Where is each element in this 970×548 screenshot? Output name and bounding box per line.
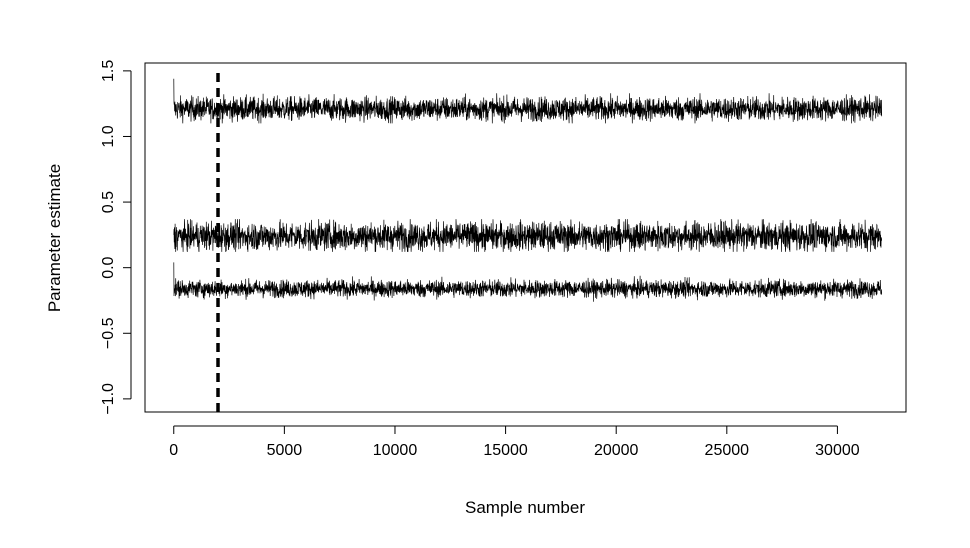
x-tick-label: 30000 <box>815 442 860 459</box>
x-tick-label: 5000 <box>267 442 303 459</box>
y-tick-label: 1.5 <box>100 60 117 82</box>
x-tick-label: 10000 <box>373 442 418 459</box>
y-tick-label: 0.0 <box>100 256 117 278</box>
y-tick-label: −1.0 <box>100 383 117 415</box>
x-axis: 0 5000 10000 15000 20000 25000 30000 <box>169 425 860 459</box>
trace-series-2 <box>173 219 883 252</box>
y-axis: −1.0 −0.5 0.0 0.5 1.0 1.5 <box>100 60 132 415</box>
y-tick-label: 1.0 <box>100 125 117 147</box>
x-axis-label: Sample number <box>465 498 585 517</box>
x-tick-label: 20000 <box>594 442 639 459</box>
y-tick-label: −0.5 <box>100 317 117 349</box>
x-tick-label: 0 <box>169 442 178 459</box>
trace-series-1 <box>173 78 883 124</box>
y-axis-label: Parameter estimate <box>45 164 64 312</box>
x-tick-label: 15000 <box>483 442 528 459</box>
x-tick-label: 25000 <box>705 442 750 459</box>
plot-frame <box>144 62 907 413</box>
trace-lines <box>173 78 883 302</box>
y-tick-label: 0.5 <box>100 191 117 213</box>
trace-series-3 <box>173 262 883 302</box>
